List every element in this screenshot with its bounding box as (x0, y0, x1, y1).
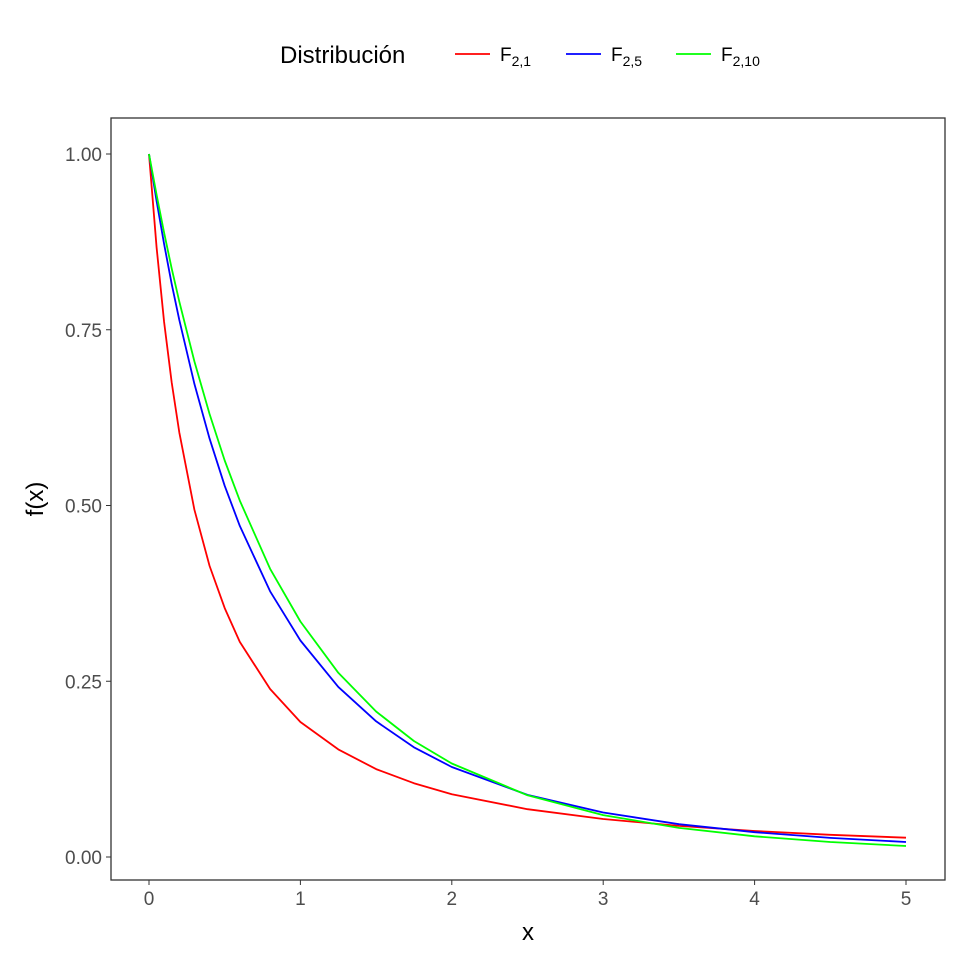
y-tick-label: 0.50 (65, 497, 102, 518)
y-tick-label: 1.00 (65, 145, 102, 166)
x-tick-label: 0 (144, 889, 155, 910)
x-tick-label: 1 (295, 889, 306, 910)
x-axis-label: x (522, 919, 534, 946)
x-tick-label: 3 (598, 889, 609, 910)
legend-item: F2,10 (676, 45, 760, 69)
x-tick-label: 5 (901, 889, 912, 910)
legend-label: F2,10 (721, 45, 760, 69)
legend-label: F2,1 (500, 45, 531, 69)
legend-item: F2,5 (566, 45, 642, 69)
series-line-F2-1 (148, 153, 907, 839)
legend: Distribución F2,1 F2,5 F2,10 (280, 42, 760, 69)
y-tick-label: 0.25 (65, 672, 102, 693)
legend-item: F2,1 (455, 45, 531, 69)
series-line-F2-5 (148, 153, 907, 843)
series-line-F2-10 (148, 153, 907, 847)
x-tick-label: 2 (447, 889, 458, 910)
x-tick-label: 4 (749, 889, 760, 910)
y-tick-label: 0.75 (65, 321, 102, 342)
y-axis-label: f(x) (22, 482, 49, 517)
plot-panel (110, 117, 946, 881)
legend-title: Distribución (280, 42, 405, 69)
legend-label: F2,5 (611, 45, 642, 69)
y-tick-label: 0.00 (65, 848, 102, 869)
